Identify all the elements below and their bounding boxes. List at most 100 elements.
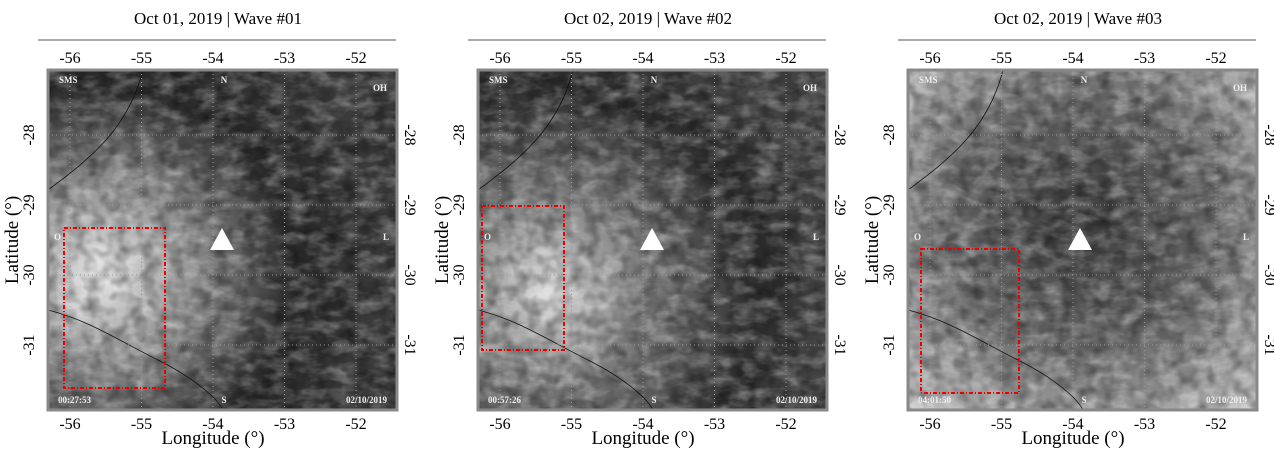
north-label: N bbox=[1081, 75, 1088, 85]
lon-tick-bottom: -56 bbox=[919, 416, 940, 433]
lat-tick-left: -31 bbox=[881, 334, 898, 355]
image-frame bbox=[906, 68, 1259, 412]
lat-tick-left: -30 bbox=[21, 264, 38, 285]
lat-tick-right: -28 bbox=[401, 124, 418, 145]
lat-tick-right: -28 bbox=[831, 124, 848, 145]
station-label: SMS bbox=[59, 75, 78, 85]
lat-tick-left: -30 bbox=[881, 264, 898, 285]
lon-tick-top: -54 bbox=[632, 50, 653, 67]
lon-tick-bottom: -54 bbox=[1062, 416, 1083, 433]
lon-tick-top: -53 bbox=[1134, 50, 1155, 67]
lon-tick-top: -52 bbox=[345, 50, 366, 67]
y-axis-label: Latitude (°) bbox=[432, 196, 453, 284]
lon-tick-top: -55 bbox=[131, 50, 152, 67]
emission-label: OH bbox=[373, 83, 387, 93]
lon-tick-top: -53 bbox=[274, 50, 295, 67]
time-label: 00:27:53 bbox=[58, 395, 91, 405]
panel-title: Oct 02, 2019 | Wave #03 bbox=[994, 9, 1162, 28]
west-label: O bbox=[54, 232, 61, 242]
lat-tick-right: -30 bbox=[1261, 264, 1274, 285]
south-label: S bbox=[1081, 395, 1086, 405]
lat-tick-right: -29 bbox=[401, 194, 418, 215]
date-label: 02/10/2019 bbox=[776, 395, 818, 405]
lon-tick-top: -56 bbox=[489, 50, 510, 67]
east-label: L bbox=[813, 232, 819, 242]
x-axis-label: Longitude (°) bbox=[161, 428, 264, 448]
lon-tick-top: -55 bbox=[561, 50, 582, 67]
station-label: SMS bbox=[919, 75, 938, 85]
image-frame bbox=[476, 68, 829, 412]
coastline bbox=[477, 69, 654, 411]
y-axis-label: Latitude (°) bbox=[2, 196, 23, 284]
south-label: S bbox=[651, 395, 656, 405]
image-frame bbox=[46, 68, 399, 412]
wave-region bbox=[481, 205, 565, 351]
time-label: 04:01:50 bbox=[918, 395, 951, 405]
lon-tick-top: -54 bbox=[202, 50, 223, 67]
date-label: 02/10/2019 bbox=[1206, 395, 1248, 405]
lat-tick-right: -28 bbox=[1261, 124, 1274, 145]
lat-tick-left: -31 bbox=[21, 334, 38, 355]
lon-tick-bottom: -52 bbox=[345, 416, 366, 433]
lon-tick-top: -55 bbox=[991, 50, 1012, 67]
wave-region bbox=[920, 248, 1020, 394]
lat-tick-right: -31 bbox=[401, 334, 418, 355]
lat-tick-left: -31 bbox=[451, 334, 468, 355]
lon-tick-top: -53 bbox=[704, 50, 725, 67]
wave-region bbox=[63, 227, 166, 389]
lat-tick-right: -30 bbox=[831, 264, 848, 285]
y-axis-label: Latitude (°) bbox=[862, 196, 883, 284]
lat-tick-right: -31 bbox=[1261, 334, 1274, 355]
coastline bbox=[907, 69, 1084, 411]
lon-tick-bottom: -53 bbox=[274, 416, 295, 433]
lat-tick-right: -30 bbox=[401, 264, 418, 285]
lon-tick-bottom: -52 bbox=[1205, 416, 1226, 433]
east-label: L bbox=[383, 232, 389, 242]
lat-tick-left: -28 bbox=[21, 124, 38, 145]
lat-tick-left: -29 bbox=[881, 194, 898, 215]
lon-tick-top: -56 bbox=[59, 50, 80, 67]
lon-tick-top: -52 bbox=[1205, 50, 1226, 67]
lat-tick-left: -28 bbox=[451, 124, 468, 145]
lat-tick-right: -29 bbox=[831, 194, 848, 215]
west-label: O bbox=[914, 232, 921, 242]
station-marker bbox=[1068, 228, 1092, 250]
lat-tick-left: -30 bbox=[451, 264, 468, 285]
x-axis-label: Longitude (°) bbox=[591, 428, 694, 448]
lon-tick-bottom: -55 bbox=[561, 416, 582, 433]
lon-tick-bottom: -53 bbox=[704, 416, 725, 433]
lat-tick-left: -28 bbox=[881, 124, 898, 145]
station-marker bbox=[210, 228, 234, 250]
lat-tick-right: -31 bbox=[831, 334, 848, 355]
north-label: N bbox=[651, 75, 658, 85]
lon-tick-bottom: -52 bbox=[775, 416, 796, 433]
lat-tick-right: -29 bbox=[1261, 194, 1274, 215]
station-marker bbox=[640, 228, 664, 250]
lat-tick-left: -29 bbox=[21, 194, 38, 215]
west-label: O bbox=[484, 232, 491, 242]
north-label: N bbox=[221, 75, 228, 85]
emission-label: OH bbox=[1233, 83, 1247, 93]
lon-tick-bottom: -53 bbox=[1134, 416, 1155, 433]
time-label: 00:57:26 bbox=[488, 395, 521, 405]
lon-tick-bottom: -56 bbox=[59, 416, 80, 433]
station-label: SMS bbox=[489, 75, 508, 85]
lon-tick-bottom: -54 bbox=[202, 416, 223, 433]
emission-label: OH bbox=[803, 83, 817, 93]
lon-tick-top: -56 bbox=[919, 50, 940, 67]
east-label: L bbox=[1243, 232, 1249, 242]
date-label: 02/10/2019 bbox=[346, 395, 388, 405]
lon-tick-bottom: -55 bbox=[991, 416, 1012, 433]
panel-title: Oct 01, 2019 | Wave #01 bbox=[134, 9, 302, 28]
panel-title: Oct 02, 2019 | Wave #02 bbox=[564, 9, 732, 28]
south-label: S bbox=[221, 395, 226, 405]
lon-tick-bottom: -54 bbox=[632, 416, 653, 433]
lat-tick-left: -29 bbox=[451, 194, 468, 215]
lon-tick-top: -52 bbox=[775, 50, 796, 67]
lon-tick-bottom: -55 bbox=[131, 416, 152, 433]
coastline bbox=[47, 69, 224, 411]
x-axis-label: Longitude (°) bbox=[1021, 428, 1124, 448]
lon-tick-top: -54 bbox=[1062, 50, 1083, 67]
lon-tick-bottom: -56 bbox=[489, 416, 510, 433]
